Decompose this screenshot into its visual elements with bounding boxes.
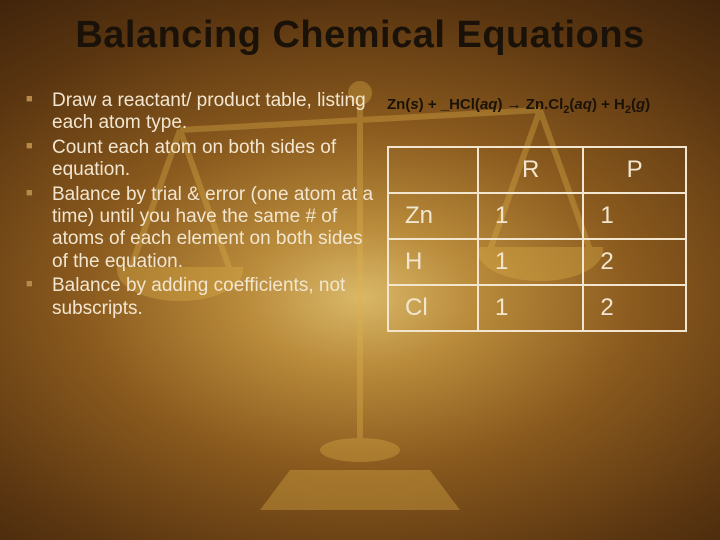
chemical-equation: Zn(s) + _HCl(aq) → Zn.Cl2(aq) + H2(g) xyxy=(387,96,702,116)
table-header-reactants: R xyxy=(478,147,583,193)
table-header-blank xyxy=(388,147,478,193)
product-count-cell: 2 xyxy=(583,285,686,331)
product-count-cell: 2 xyxy=(583,239,686,285)
slide-title: Balancing Chemical Equations xyxy=(0,14,720,57)
bullet-item: Balance by adding coefficients, not subs… xyxy=(26,275,381,320)
element-cell: Cl xyxy=(388,285,478,331)
slide: Balancing Chemical Equations Draw a reac… xyxy=(0,0,720,540)
reactant-count-cell: 1 xyxy=(478,193,583,239)
table-row: H 1 2 xyxy=(388,239,686,285)
element-cell: H xyxy=(388,239,478,285)
atom-count-table: R P Zn 1 1 H 1 2 Cl 1 2 xyxy=(387,146,687,332)
content-area: Draw a reactant/ product table, listing … xyxy=(26,90,702,530)
bullet-item: Draw a reactant/ product table, listing … xyxy=(26,90,381,135)
bullet-item: Count each atom on both sides of equatio… xyxy=(26,137,381,182)
bullet-list: Draw a reactant/ product table, listing … xyxy=(26,90,381,530)
element-cell: Zn xyxy=(388,193,478,239)
bullet-item: Balance by trial & error (one atom at a … xyxy=(26,184,381,274)
table-header-row: R P xyxy=(388,147,686,193)
reactant-count-cell: 1 xyxy=(478,239,583,285)
table-header-products: P xyxy=(583,147,686,193)
reactant-count-cell: 1 xyxy=(478,285,583,331)
table-row: Zn 1 1 xyxy=(388,193,686,239)
right-panel: Zn(s) + _HCl(aq) → Zn.Cl2(aq) + H2(g) R … xyxy=(381,90,702,530)
table-row: Cl 1 2 xyxy=(388,285,686,331)
product-count-cell: 1 xyxy=(583,193,686,239)
